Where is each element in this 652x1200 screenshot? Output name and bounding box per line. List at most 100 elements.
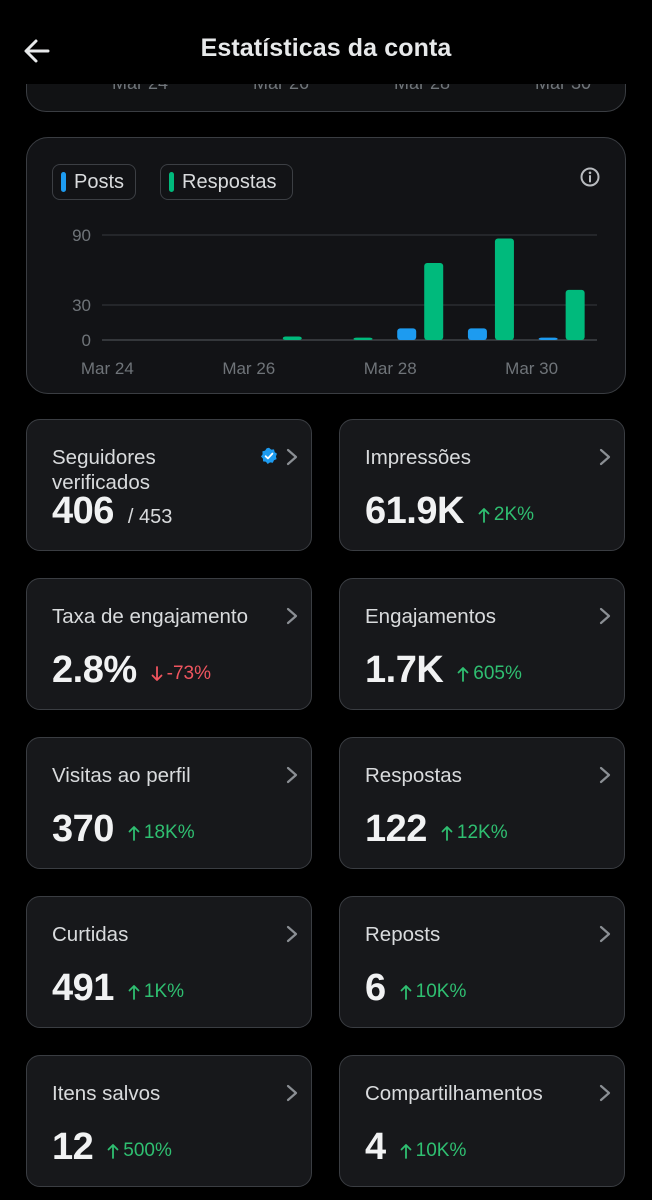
stat-label: Impressões <box>365 446 471 469</box>
stat-label: Seguidores verificados <box>52 446 156 494</box>
stat-value-row: 1.7K 605% <box>365 649 522 692</box>
stat-delta: 500% <box>107 1140 172 1162</box>
stat-value-row: 4 10K% <box>365 1126 466 1169</box>
bar-respostas <box>565 289 585 340</box>
stat-value-row: 370 18K% <box>52 808 195 851</box>
stat-card[interactable]: Seguidores verificados 406 / 453 <box>26 419 312 551</box>
x-tick-label: Mar 30 <box>505 359 558 378</box>
stat-card[interactable]: Curtidas 491 1K% <box>26 896 312 1028</box>
bar-respostas <box>494 238 514 340</box>
stat-label: Itens salvos <box>52 1082 161 1105</box>
chevron-right-icon <box>598 923 612 945</box>
stat-card[interactable]: Visitas ao perfil 370 18K% <box>26 737 312 869</box>
stat-delta-text: 10K% <box>415 1140 467 1161</box>
stat-card[interactable]: Engajamentos 1.7K 605% <box>339 578 625 710</box>
arrow-up-icon <box>478 508 490 523</box>
stat-delta: 605% <box>457 663 522 685</box>
stat-value-row: 2.8% -73% <box>52 649 211 692</box>
info-icon[interactable] <box>579 166 601 188</box>
stat-delta-text: 605% <box>473 663 522 684</box>
legend-label: Posts <box>74 170 125 193</box>
stat-delta-text: 1K% <box>143 981 185 1002</box>
stat-delta-text: 10K% <box>415 981 467 1002</box>
stat-label: Engajamentos <box>365 605 497 628</box>
bar-posts <box>467 328 487 340</box>
arrow-up-icon <box>400 1144 412 1159</box>
bar-posts <box>397 328 417 340</box>
stat-delta: 18K% <box>128 822 195 844</box>
back-arrow-icon[interactable] <box>22 36 52 66</box>
chevron-right-icon <box>285 605 299 627</box>
arrow-up-icon <box>128 826 140 841</box>
chevron-right-icon <box>285 446 299 468</box>
stat-value: 61.9K <box>365 490 464 532</box>
stat-value-row: 61.9K 2K% <box>365 490 534 533</box>
arrow-up-icon <box>400 985 412 1000</box>
stat-delta: 1K% <box>128 981 184 1003</box>
stat-value-row: 491 1K% <box>52 967 184 1010</box>
header: Estatísticas da conta <box>0 0 652 84</box>
stat-delta: 10K% <box>400 1140 467 1162</box>
chevron-right-icon <box>598 605 612 627</box>
bar-respostas <box>353 337 373 340</box>
stat-delta-text: 500% <box>123 1140 172 1161</box>
legend-swatch-respostas <box>169 172 174 192</box>
chevron-right-icon <box>285 1082 299 1104</box>
arrow-up-icon <box>128 985 140 1000</box>
stat-delta: 10K% <box>400 981 467 1003</box>
stat-value: 12 <box>52 1126 94 1168</box>
arrow-up-icon <box>457 667 469 682</box>
stat-value-row: 6 10K% <box>365 967 466 1010</box>
legend-posts[interactable]: Posts <box>52 164 136 200</box>
legend-label: Respostas <box>182 170 277 193</box>
stat-label: Taxa de engajamento <box>52 605 249 628</box>
bar-posts <box>538 337 558 340</box>
stat-delta-text: 18K% <box>143 822 195 843</box>
x-tick-label: Mar 24 <box>81 359 134 378</box>
stat-delta-text: 2K% <box>493 504 535 525</box>
stat-label: Compartilhamentos <box>365 1082 543 1105</box>
y-tick-label: 30 <box>72 296 91 315</box>
stat-delta-text: 12K% <box>456 822 508 843</box>
bar-respostas <box>424 263 444 340</box>
stat-card[interactable]: Taxa de engajamento 2.8% -73% <box>26 578 312 710</box>
legend-swatch-posts <box>61 172 66 192</box>
stat-label: Visitas ao perfil <box>52 764 191 787</box>
stat-delta: -73% <box>151 663 211 685</box>
stat-card[interactable]: Respostas 122 12K% <box>339 737 625 869</box>
stat-card[interactable]: Impressões 61.9K 2K% <box>339 419 625 551</box>
stat-delta-text: -73% <box>166 663 211 684</box>
chevron-right-icon <box>598 764 612 786</box>
stat-delta: 2K% <box>478 504 534 526</box>
stat-card[interactable]: Compartilhamentos 4 10K% <box>339 1055 625 1187</box>
stat-value: 1.7K <box>365 649 444 691</box>
arrow-up-icon <box>441 826 453 841</box>
stat-card[interactable]: Itens salvos 12 500% <box>26 1055 312 1187</box>
y-tick-label: 90 <box>72 226 91 245</box>
bar-respostas <box>282 336 302 340</box>
x-tick-label: Mar 28 <box>364 359 417 378</box>
stat-value: 122 <box>365 808 427 850</box>
y-tick-label: 0 <box>82 331 91 350</box>
x-tick-label: Mar 26 <box>222 359 275 378</box>
bar-chart: 90 30 0 Mar 24 Mar 26 Mar 28 Mar 30 <box>72 226 597 378</box>
chevron-right-icon <box>598 1082 612 1104</box>
stat-value: 406 <box>52 490 114 532</box>
stat-label: Respostas <box>365 764 462 787</box>
page-title: Estatísticas da conta <box>200 34 452 62</box>
stat-value: 2.8% <box>52 649 137 691</box>
stat-card[interactable]: Reposts 6 10K% <box>339 896 625 1028</box>
stat-label: Reposts <box>365 923 441 946</box>
stat-value: 491 <box>52 967 114 1009</box>
stat-total: / 453 <box>127 506 173 528</box>
legend-respostas[interactable]: Respostas <box>160 164 293 200</box>
stat-delta: 12K% <box>441 822 508 844</box>
stat-value: 370 <box>52 808 114 850</box>
stat-value: 4 <box>365 1126 386 1168</box>
chevron-right-icon <box>598 446 612 468</box>
stat-value-row: 12 500% <box>52 1126 172 1169</box>
arrow-up-icon <box>107 1144 119 1159</box>
arrow-down-icon <box>151 666 163 681</box>
stat-value-row: 122 12K% <box>365 808 508 851</box>
stat-value-row: 406 / 453 <box>52 490 172 533</box>
